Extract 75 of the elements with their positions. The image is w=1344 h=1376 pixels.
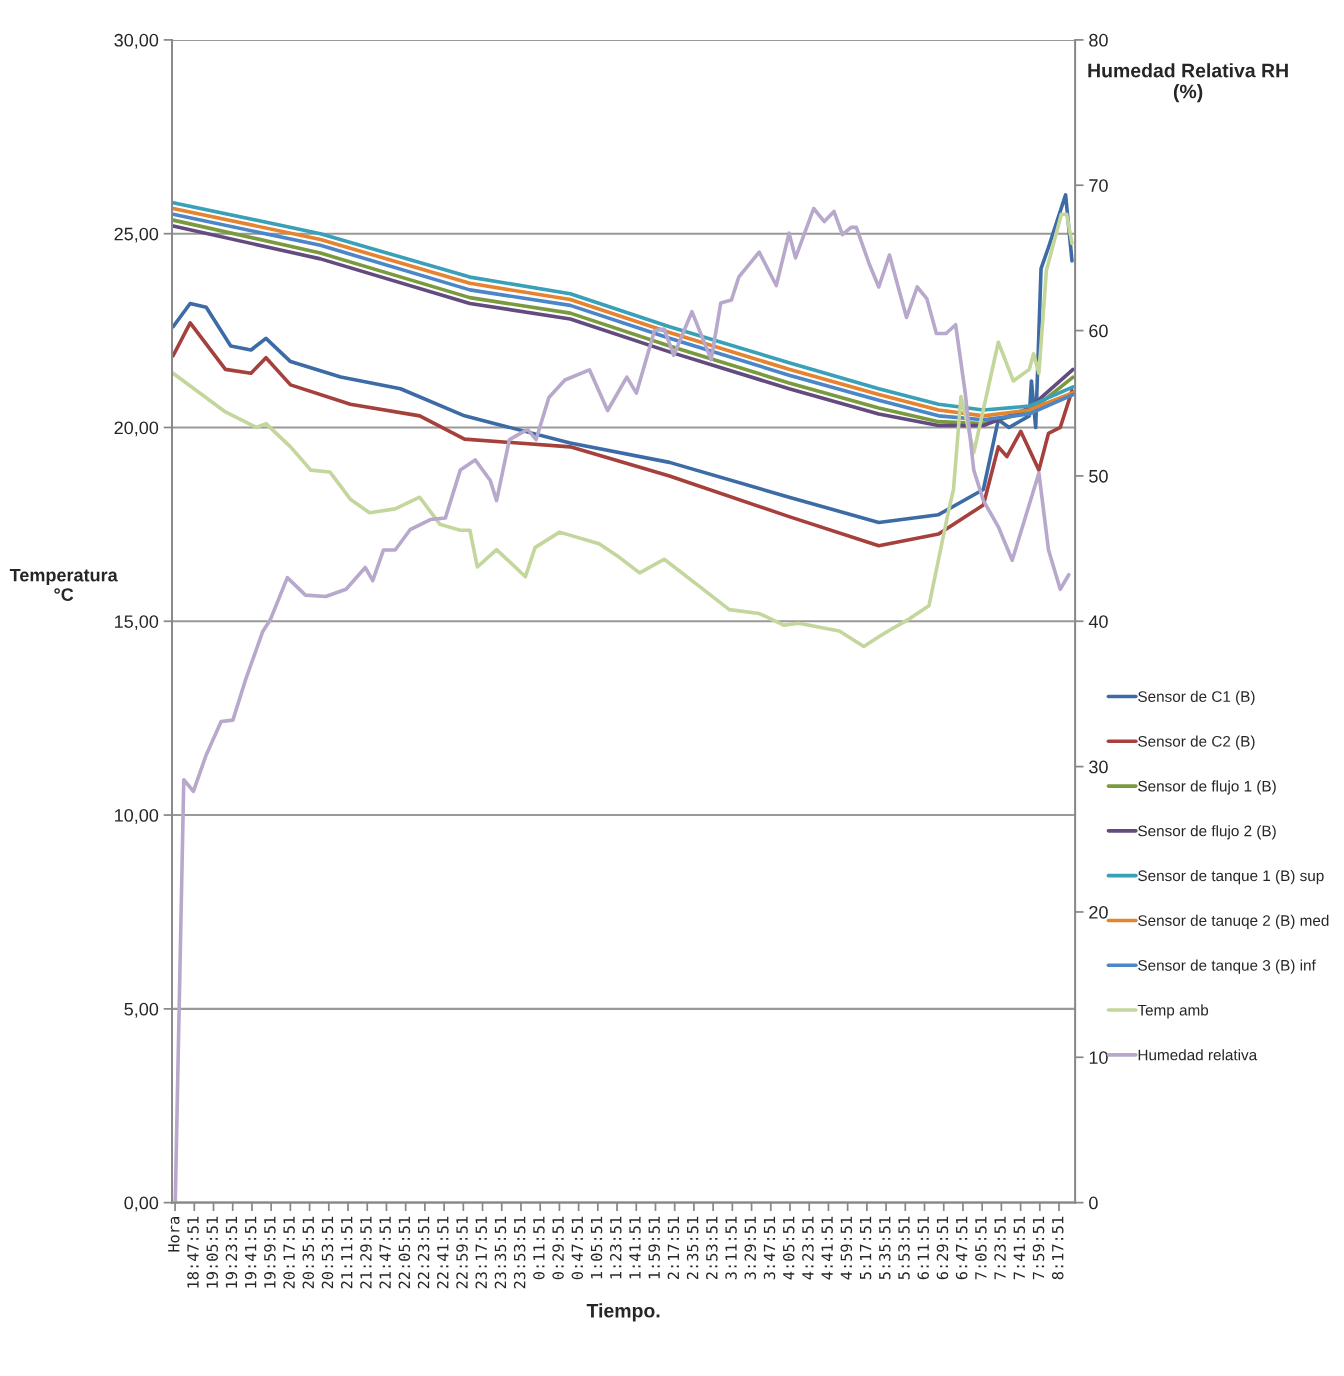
y-axis-title: Temperatura °C: [9, 568, 118, 601]
x-tick-label: 3:11:51: [725, 1216, 737, 1280]
x-tick-label: 19:05:51: [206, 1216, 218, 1288]
legend-label: Sensor de tanuqe 2 (B) med: [1138, 914, 1329, 929]
y2-tick-label: 0: [1089, 1196, 1098, 1210]
x-tick-label: 23:17:51: [475, 1216, 488, 1289]
x-tick-label: 6:11:51: [917, 1216, 929, 1280]
x-tick-label: 2:53:51: [706, 1216, 718, 1280]
x-tick-label: 19:23:51: [225, 1216, 238, 1288]
x-tick-label: 20:53:51: [321, 1216, 334, 1289]
y-tick-label: 5,00: [124, 1002, 159, 1018]
x-tick-label: 1:59:51: [648, 1216, 660, 1279]
x-tick-label: 22:41:51: [437, 1216, 449, 1289]
y2-tick-label: 10: [1089, 1051, 1108, 1064]
legend-label: Sensor de C1 (B): [1138, 690, 1255, 705]
x-tick-label: 5:53:51: [898, 1216, 910, 1280]
legend-label: Sensor de tanque 1 (B) sup: [1138, 869, 1324, 885]
x-tick-label: 8:17:51: [1051, 1216, 1064, 1280]
x-tick-label: 1:23:51: [609, 1216, 622, 1279]
x-tick-label: 0:47:51: [571, 1216, 584, 1280]
x-tick-label: 20:17:51: [283, 1216, 295, 1289]
x-tick-label: 20:35:51: [302, 1216, 315, 1289]
y2-tick-label: 80: [1089, 33, 1108, 47]
y-tick-label: 0,00: [124, 1196, 159, 1212]
x-tick-label: 3:29:51: [744, 1216, 757, 1280]
legend-label: Humedad relativa: [1138, 1049, 1258, 1061]
x-tick-label: 3:47:51: [763, 1216, 776, 1280]
x-tick-label: 22:59:51: [456, 1216, 468, 1289]
x-tick-label: 18:47:51: [187, 1216, 199, 1288]
x-tick-label: 21:11:51: [340, 1216, 353, 1289]
x-tick-label: 1:41:51: [629, 1216, 641, 1279]
y2-tick-label: 20: [1089, 905, 1108, 919]
y2-tick-label: 40: [1088, 615, 1108, 628]
y-tick-label: 15,00: [115, 615, 159, 631]
y2-tick-label: 70: [1089, 179, 1108, 192]
x-tick-label: 5:17:51: [859, 1216, 872, 1280]
x-tick-label: Hora: [168, 1217, 180, 1252]
y-tick-label: 10,00: [115, 808, 159, 824]
x-tick-label: 4:23:51: [802, 1216, 814, 1280]
x-tick-label: 23:35:51: [494, 1216, 507, 1289]
x-tick-label: 21:29:51: [360, 1216, 372, 1289]
x-tick-label: 6:29:51: [936, 1216, 949, 1280]
x-tick-label: 23:53:51: [513, 1216, 526, 1289]
legend-label: Sensor de flujo 2 (B): [1138, 825, 1276, 840]
x-tick-label: 21:47:51: [379, 1216, 391, 1289]
legend-label: Sensor de C2 (B): [1138, 735, 1255, 750]
legend-label: Sensor de flujo 1 (B): [1138, 780, 1276, 795]
x-tick-label: 0:11:51: [533, 1216, 545, 1280]
x-tick-label: 7:05:51: [975, 1216, 987, 1280]
x-tick-label: 7:23:51: [994, 1216, 1006, 1280]
y-tick-label: 25,00: [114, 227, 159, 243]
x-tick-label: 1:05:51: [590, 1216, 603, 1279]
legend-label: Sensor de tanque 3 (B) inf: [1138, 959, 1316, 974]
x-tick-label: 22:23:51: [417, 1216, 430, 1289]
x-tick-label: 19:41:51: [244, 1216, 257, 1288]
x-tick-label: 7:41:51: [1013, 1216, 1026, 1280]
legend-label: Temp amb: [1137, 1004, 1209, 1019]
x-tick-label: 22:05:51: [398, 1216, 411, 1289]
x-tick-label: 5:35:51: [879, 1216, 891, 1280]
y2-tick-label: 50: [1089, 469, 1108, 483]
x-axis-title: Tiempo.: [586, 1303, 660, 1322]
x-tick-label: 6:47:51: [955, 1216, 968, 1280]
y2-tick-label: 30: [1089, 760, 1108, 774]
x-tick-label: 2:17:51: [667, 1216, 680, 1280]
x-tick-label: 4:05:51: [782, 1216, 795, 1280]
x-tick-label: 19:59:51: [264, 1216, 276, 1288]
x-tick-label: 7:59:51: [1032, 1216, 1045, 1280]
x-tick-label: 0:29:51: [552, 1216, 564, 1280]
y-tick-label: 20,00: [114, 421, 159, 437]
x-tick-label: 4:59:51: [840, 1216, 853, 1280]
y-tick-label: 30,00: [114, 33, 159, 49]
x-tick-label: 4:41:51: [821, 1216, 833, 1280]
x-tick-label: 2:35:51: [686, 1216, 699, 1280]
y2-axis-title: Humedad Relativa RH (%): [1088, 63, 1288, 103]
y2-tick-label: 60: [1089, 324, 1108, 338]
